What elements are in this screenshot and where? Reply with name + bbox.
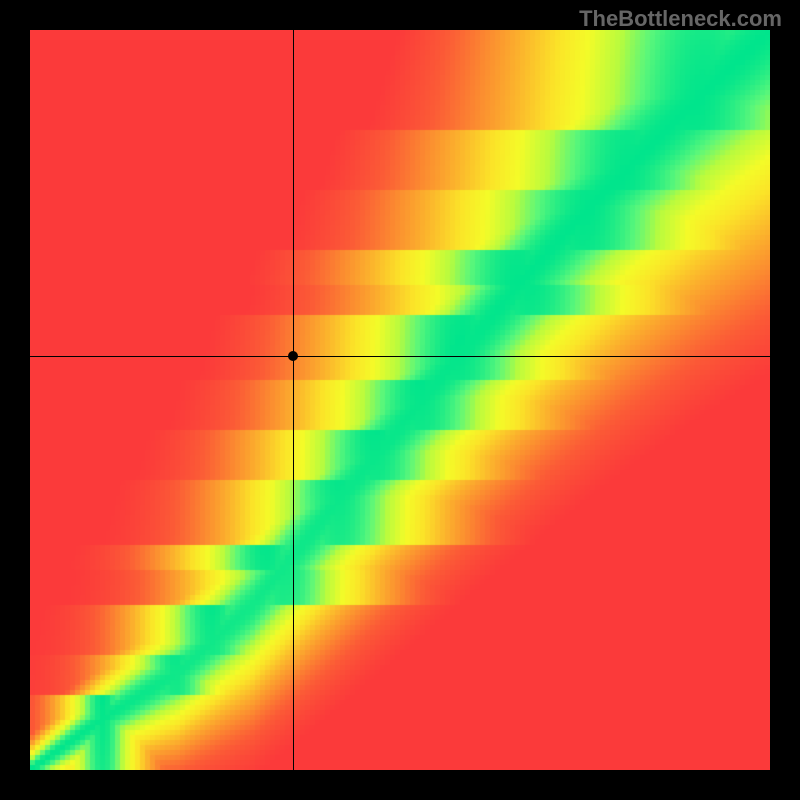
heatmap-plot — [30, 30, 770, 770]
heatmap-canvas — [30, 30, 770, 770]
watermark-text: TheBottleneck.com — [579, 6, 782, 32]
selection-marker — [288, 351, 298, 361]
crosshair-horizontal — [30, 356, 770, 357]
crosshair-vertical — [293, 30, 294, 770]
